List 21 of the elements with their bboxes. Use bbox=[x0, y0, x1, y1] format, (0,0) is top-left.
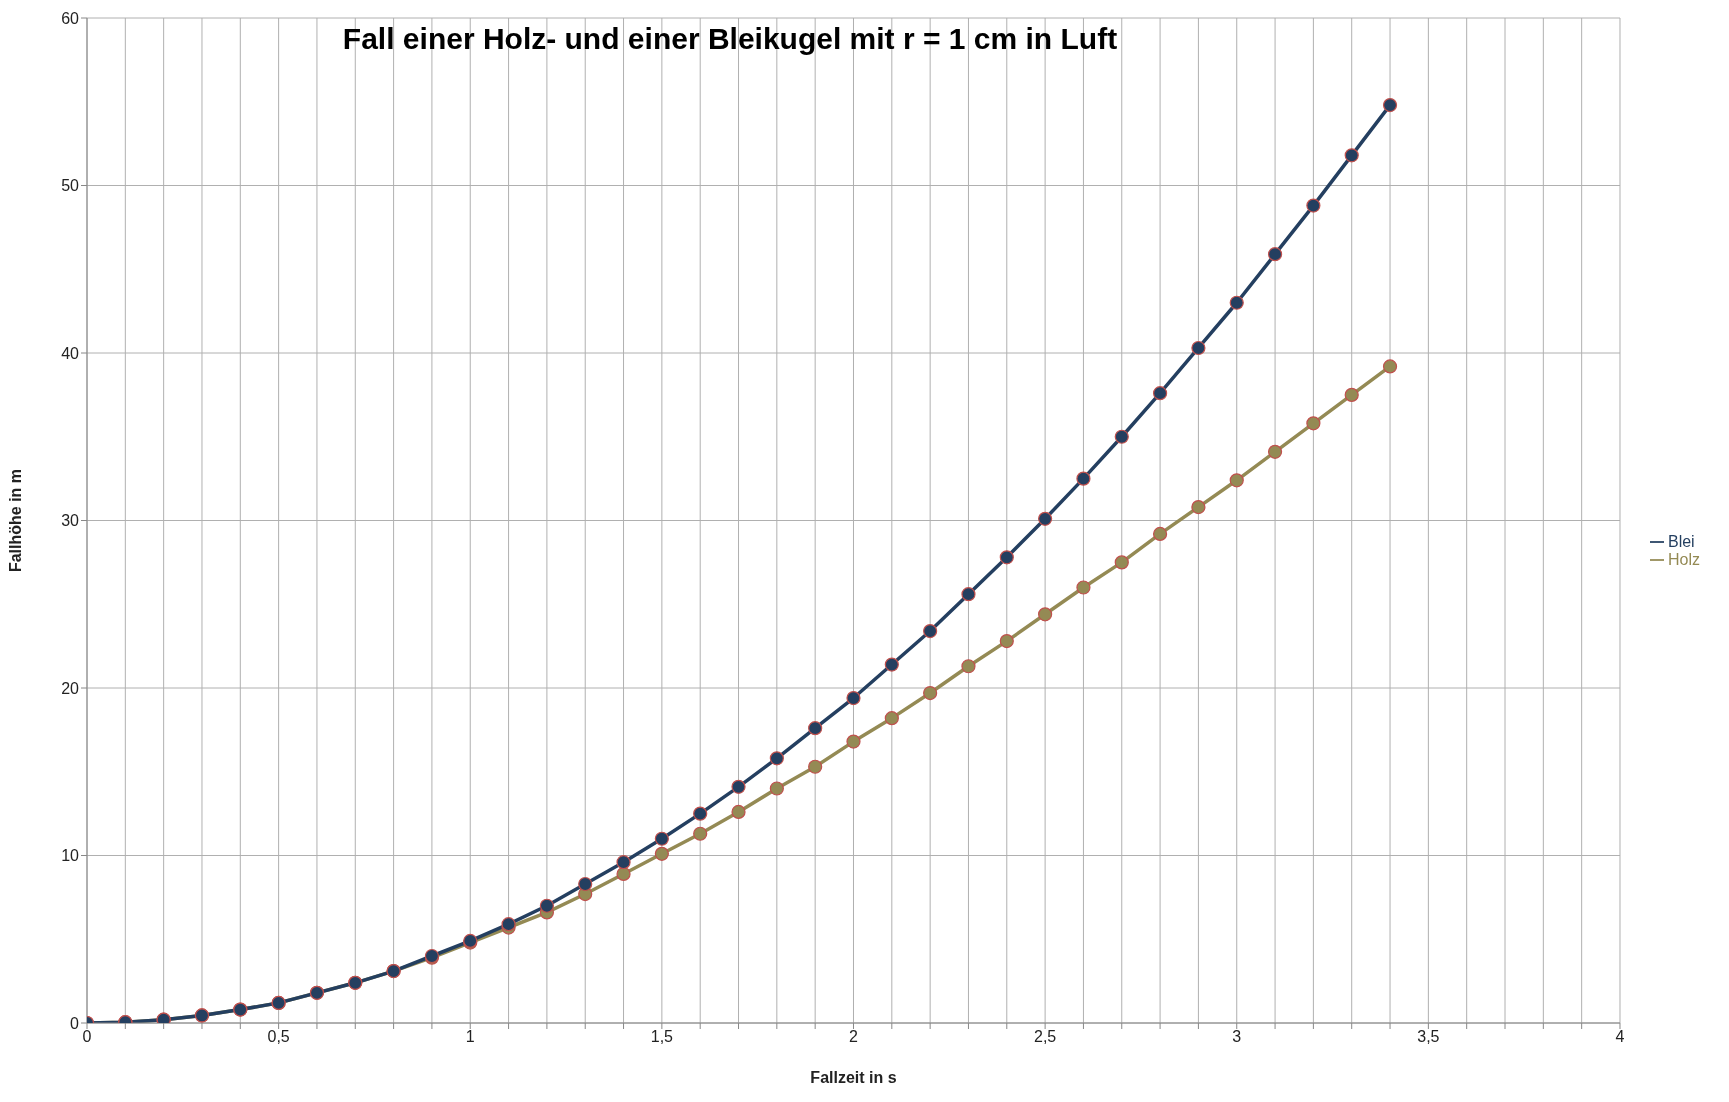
y-tick-label: 50 bbox=[61, 177, 80, 195]
y-tick-label: 40 bbox=[61, 344, 80, 362]
y-axis-title: Fallhöhe in m bbox=[6, 468, 24, 573]
x-tick-label: 0,5 bbox=[267, 1028, 290, 1046]
y-tick-label: 30 bbox=[61, 512, 80, 530]
x-tick-label: 2,5 bbox=[1033, 1028, 1057, 1046]
legend-label: Holz bbox=[1667, 550, 1700, 568]
y-tick-label: 0 bbox=[70, 1014, 80, 1032]
chart-title: Fall einer Holz- und einer Bleikugel mit r = 1 cm in Luft bbox=[341, 22, 1119, 56]
x-tick-label: 1 bbox=[465, 1028, 475, 1046]
x-tick-label: 3,5 bbox=[1417, 1028, 1440, 1046]
x-tick-label: 4 bbox=[1615, 1028, 1625, 1046]
y-tick-label: 20 bbox=[61, 679, 80, 697]
x-axis-title: Fallzeit in s bbox=[810, 1069, 897, 1086]
y-tick-label: 10 bbox=[61, 847, 80, 865]
x-tick-label: 3 bbox=[1232, 1028, 1242, 1046]
x-tick-label: 2 bbox=[849, 1028, 859, 1046]
legend-label: Blei bbox=[1667, 532, 1695, 550]
x-tick-label: 1,5 bbox=[650, 1028, 674, 1046]
x-tick-label: 0 bbox=[82, 1028, 92, 1046]
y-tick-label: 60 bbox=[61, 9, 80, 27]
